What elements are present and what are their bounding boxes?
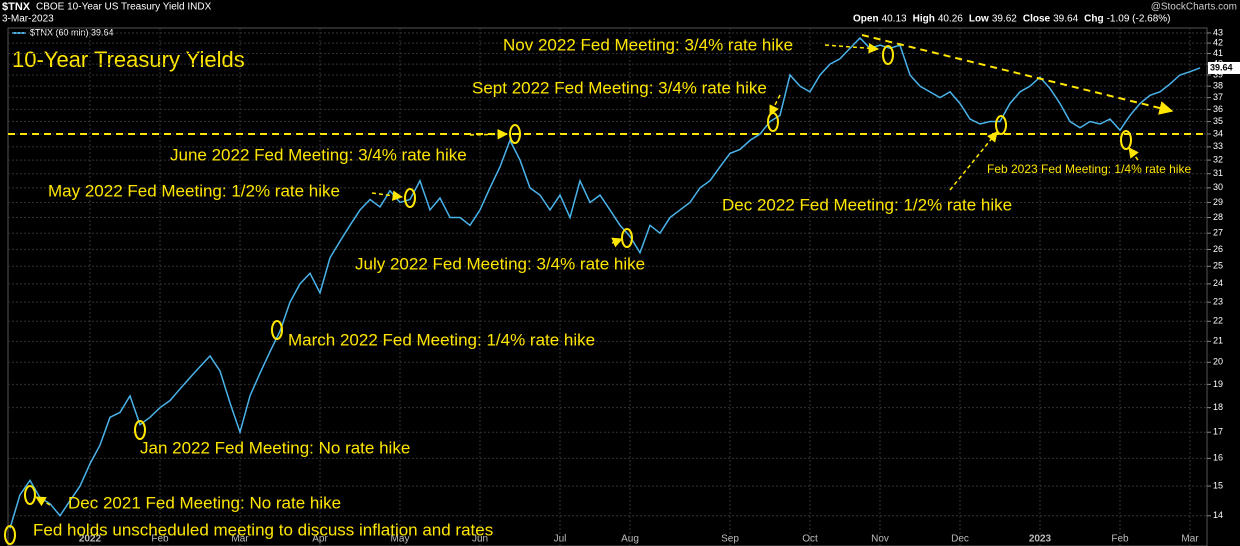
- y-tick-label: 30: [1213, 182, 1223, 192]
- chart-title: 10-Year Treasury Yields: [12, 47, 245, 72]
- annotation-arrow: [469, 129, 509, 140]
- y-tick-label: 28: [1213, 212, 1223, 222]
- x-tick-label: May: [391, 534, 410, 545]
- annotation: Nov 2022 Fed Meeting: 3/4% rate hike: [503, 35, 793, 54]
- x-tick-label: Aug: [621, 534, 639, 545]
- y-tick-label: 17: [1213, 427, 1223, 437]
- annotation: Dec 2022 Fed Meeting: 1/2% rate hike: [722, 195, 1012, 214]
- symbol: $TNX: [2, 1, 31, 13]
- y-tick-label: 16: [1213, 453, 1223, 463]
- y-tick-label: 27: [1213, 228, 1223, 238]
- y-tick-label: 38: [1213, 81, 1223, 91]
- y-tick-label: 20: [1213, 357, 1223, 367]
- y-tick-label: 41: [1213, 48, 1223, 58]
- trend-line: [861, 34, 1174, 115]
- meeting-marker: [4, 525, 16, 545]
- ohlc-value: 39.62: [992, 14, 1017, 25]
- symbol-name: CBOE 10-Year US Treasury Yield INDX: [36, 2, 212, 13]
- y-tick-label: 25: [1213, 261, 1223, 271]
- y-tick-label: 23: [1213, 297, 1223, 307]
- y-tick-label: 15: [1213, 480, 1223, 490]
- x-tick-label: Feb: [1111, 534, 1129, 545]
- y-tick-label: 29: [1213, 197, 1223, 207]
- y-tick-label: 39: [1213, 69, 1223, 79]
- ohlc-label: Chg: [1084, 14, 1103, 25]
- y-tick-label: 24: [1213, 278, 1223, 288]
- y-tick-label: 19: [1213, 379, 1223, 389]
- meeting-marker: [882, 45, 894, 65]
- x-tick-label: Dec: [951, 534, 969, 545]
- ohlc-value: 40.13: [882, 14, 907, 25]
- annotation: Dec 2021 Fed Meeting: No rate hike: [68, 493, 341, 512]
- annotation: May 2022 Fed Meeting: 1/2% rate hike: [48, 181, 340, 200]
- ohlc-label: Open: [853, 14, 879, 25]
- meeting-marker: [24, 485, 36, 505]
- annotation: Jan 2022 Fed Meeting: No rate hike: [140, 438, 410, 457]
- ohlc-value: 40.26: [938, 14, 963, 25]
- annotation: Fed holds unscheduled meeting to discuss…: [33, 520, 493, 539]
- y-tick-label: 21: [1213, 336, 1223, 346]
- y-tick-label: 26: [1213, 244, 1223, 254]
- y-tick-label: 14: [1213, 510, 1223, 520]
- brand: @StockCharts.com: [1151, 2, 1237, 13]
- x-tick-label: Oct: [802, 534, 818, 545]
- annotation-arrow: [611, 237, 623, 248]
- x-tick-label: 2023: [1029, 534, 1052, 545]
- annotation-arrow: [371, 190, 404, 201]
- meeting-marker: [134, 420, 146, 440]
- ohlc-value: 39.64: [1053, 14, 1078, 25]
- y-tick-label: 37: [1213, 92, 1223, 102]
- y-tick-label: 33: [1213, 141, 1223, 151]
- x-tick-label: Mar: [1181, 534, 1199, 545]
- annotation-arrow: [824, 43, 880, 54]
- x-tick-label: Apr: [312, 534, 328, 545]
- ohlc-label: High: [913, 14, 935, 25]
- meeting-marker: [404, 188, 416, 208]
- ohlc-label: Low: [969, 14, 989, 25]
- annotation: Sept 2022 Fed Meeting: 3/4% rate hike: [472, 78, 767, 97]
- x-tick-label: Sep: [721, 534, 739, 545]
- meeting-marker: [995, 115, 1007, 135]
- annotation: June 2022 Fed Meeting: 3/4% rate hike: [170, 145, 467, 164]
- meeting-marker: [1120, 130, 1132, 150]
- meeting-marker: [509, 124, 521, 144]
- y-tick-label: 32: [1213, 154, 1223, 164]
- x-tick-label: Jul: [554, 534, 567, 545]
- x-tick-label: Mar: [231, 534, 249, 545]
- annotation-arrow: [1128, 147, 1139, 161]
- y-tick-label: 43: [1213, 27, 1223, 37]
- y-tick-label: 22: [1213, 316, 1223, 326]
- plot-frame: [7, 27, 1208, 546]
- annotation-arrow: [769, 94, 781, 116]
- x-tick-label: Jun: [472, 534, 488, 545]
- ohlc-value: -1.09 (-2.68%): [1107, 14, 1171, 25]
- y-tick-label: 35: [1213, 116, 1223, 126]
- legend-entry: $TNX (60 min) 39.64: [30, 27, 114, 37]
- annotation: Feb 2023 Fed Meeting: 1/4% rate hike: [987, 162, 1191, 176]
- x-tick-label: Feb: [151, 534, 169, 545]
- last-value-label: 39.64: [1210, 62, 1233, 72]
- ohlc: Open 40.13 High 40.26 Low 39.62 Close 39.64 Chg -…: [853, 14, 1171, 25]
- annotation-arrow: [35, 496, 51, 507]
- meeting-marker: [271, 320, 283, 340]
- ohlc-label: Close: [1023, 14, 1051, 25]
- y-tick-label: 34: [1213, 128, 1223, 138]
- y-tick-label: 31: [1213, 168, 1223, 178]
- annotation-arrow: [949, 131, 998, 191]
- date: 3-Mar-2023: [2, 14, 54, 25]
- y-tick-label: 18: [1213, 402, 1223, 412]
- price-line: [9, 36, 1201, 529]
- y-tick-label: 36: [1213, 104, 1223, 114]
- annotation: July 2022 Fed Meeting: 3/4% rate hike: [355, 254, 645, 273]
- x-tick-label: 2022: [79, 534, 102, 545]
- x-tick-label: Nov: [871, 534, 889, 545]
- y-tick-label: 42: [1213, 37, 1223, 47]
- annotation: March 2022 Fed Meeting: 1/4% rate hike: [288, 330, 595, 349]
- last-value-box: [1208, 61, 1240, 74]
